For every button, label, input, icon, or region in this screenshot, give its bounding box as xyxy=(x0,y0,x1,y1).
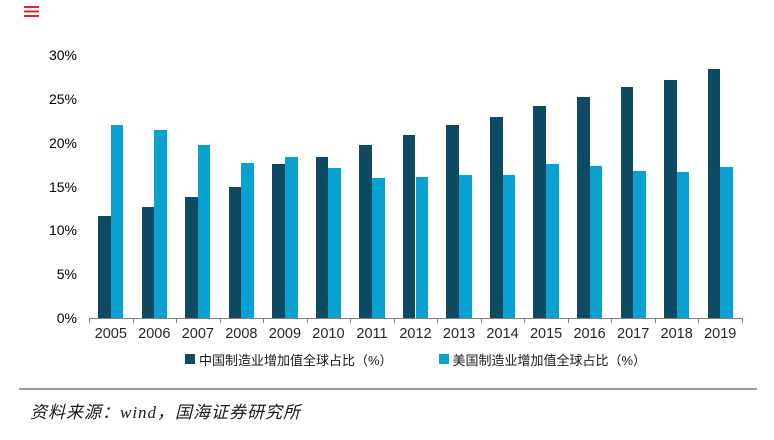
x-tick-label-2010: 2010 xyxy=(312,326,345,342)
legend-item-usa: 美国制造业增加值全球占比（%） xyxy=(438,350,647,369)
bar-usa-2011 xyxy=(371,177,385,318)
x-axis-tick xyxy=(480,318,482,323)
bar-china-2005 xyxy=(98,216,111,318)
x-axis-tick xyxy=(132,318,134,323)
legend-label-china: 中国制造业增加值全球占比（%） xyxy=(198,352,393,368)
bar-china-2011 xyxy=(359,145,372,318)
x-axis-tick xyxy=(437,318,439,323)
bar-usa-2017 xyxy=(633,170,646,318)
x-tick-label-2016: 2016 xyxy=(573,326,606,342)
bar-china-2016 xyxy=(577,97,590,318)
bar-usa-2012 xyxy=(415,176,429,318)
bar-china-2009 xyxy=(272,163,285,318)
legend-swatch-china xyxy=(184,354,195,364)
x-tick-label-2006: 2006 xyxy=(138,326,171,342)
chart-legend: 中国制造业增加值全球占比（%） 美国制造业增加值全球占比（%） xyxy=(89,350,742,369)
x-tick-label-2015: 2015 xyxy=(529,326,563,342)
bar-usa-2016 xyxy=(589,166,603,318)
logo-mark xyxy=(24,6,39,17)
bar-usa-2015 xyxy=(546,163,559,318)
bar-usa-2005 xyxy=(110,125,124,318)
legend-swatch-usa xyxy=(438,354,449,364)
plot-area xyxy=(89,55,743,323)
x-tick-label-2009: 2009 xyxy=(268,326,302,342)
y-tick-label: 25% xyxy=(48,90,77,107)
bar-china-2006 xyxy=(141,206,155,318)
x-tick-label-2017: 2017 xyxy=(617,326,650,342)
x-tick-label-2018: 2018 xyxy=(660,326,693,342)
bar-china-2017 xyxy=(620,86,634,318)
source-attribution: 资料来源：wind，国海证券研究所 xyxy=(30,403,302,422)
bar-usa-2019 xyxy=(720,167,733,318)
bar-usa-2009 xyxy=(284,156,298,318)
x-axis-tick xyxy=(567,318,569,323)
x-tick-label-2005: 2005 xyxy=(94,326,127,342)
x-tick-label-2007: 2007 xyxy=(181,326,214,342)
x-axis-tick xyxy=(393,318,395,323)
x-axis-tick xyxy=(698,318,700,323)
x-axis-tick xyxy=(654,318,656,323)
bar-usa-2007 xyxy=(197,145,211,318)
x-axis-tick xyxy=(263,318,265,323)
y-tick-label: 30% xyxy=(48,47,77,63)
x-tick-label-2011: 2011 xyxy=(356,326,388,342)
legend-label-usa: 美国制造业增加值全球占比（%） xyxy=(452,352,647,368)
bar-usa-2014 xyxy=(502,175,516,318)
bar-china-2007 xyxy=(185,197,198,318)
y-tick-label: 5% xyxy=(56,266,77,283)
x-axis-tick xyxy=(611,318,613,323)
bar-usa-2010 xyxy=(328,168,342,318)
y-tick-label: 15% xyxy=(48,178,77,195)
footer-divider xyxy=(19,388,757,390)
bar-china-2015 xyxy=(533,105,547,318)
x-tick-label-2008: 2008 xyxy=(225,326,258,342)
y-tick-label: 10% xyxy=(48,222,77,239)
bar-usa-2018 xyxy=(676,172,690,318)
bar-china-2008 xyxy=(228,186,242,318)
bar-china-2018 xyxy=(664,79,677,318)
bar-china-2010 xyxy=(315,156,329,318)
x-tick-label-2014: 2014 xyxy=(486,326,519,342)
bar-china-2019 xyxy=(707,69,721,318)
legend-item-china: 中国制造业增加值全球占比（%） xyxy=(184,350,393,369)
x-axis-tick xyxy=(350,318,352,323)
x-axis-tick xyxy=(306,318,308,323)
bar-china-2014 xyxy=(489,117,503,318)
x-tick-label-2013: 2013 xyxy=(442,326,476,342)
x-tick-label-2019: 2019 xyxy=(704,326,737,342)
x-axis-tick xyxy=(742,318,743,323)
y-tick-label: 0% xyxy=(56,310,77,326)
y-tick-label: 20% xyxy=(48,134,77,151)
bar-china-2012 xyxy=(402,134,416,318)
bar-usa-2008 xyxy=(241,162,254,318)
x-axis-tick xyxy=(524,318,526,323)
x-axis-tick xyxy=(176,318,178,323)
x-axis-tick xyxy=(219,318,221,323)
x-axis-tick xyxy=(89,318,90,323)
bar-china-2013 xyxy=(446,125,460,318)
x-tick-label-2012: 2012 xyxy=(399,326,432,342)
bar-usa-2006 xyxy=(154,129,167,318)
bar-usa-2013 xyxy=(459,175,472,318)
